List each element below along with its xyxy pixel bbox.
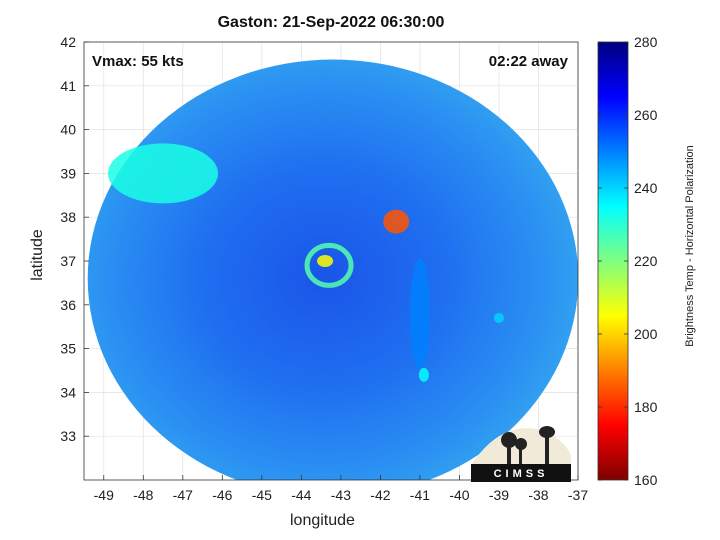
x-tick-label: -42 xyxy=(370,487,390,503)
y-tick-label: 35 xyxy=(60,341,76,357)
x-tick-label: -45 xyxy=(252,487,272,503)
colorbar-ticks: 160 180 200 220 240 260 280 xyxy=(598,34,658,488)
x-tick-label: -49 xyxy=(94,487,114,503)
colorbar-tick-label: 280 xyxy=(634,34,658,50)
x-ticks: -49 -48 -47 -46 -45 -44 -43 -42 -41 -40 -39 -38 -37 xyxy=(94,475,588,503)
y-tick-label: 37 xyxy=(60,253,76,269)
colorbar xyxy=(597,41,629,481)
y-tick-label: 36 xyxy=(60,297,76,313)
x-tick-label: -38 xyxy=(528,487,548,503)
x-tick-label: -47 xyxy=(173,487,193,503)
x-axis-label: longitude xyxy=(290,512,355,529)
northwest-warm-region xyxy=(108,143,219,204)
x-tick-label: -37 xyxy=(568,487,588,503)
x-tick-label: -48 xyxy=(133,487,153,503)
northeast-convection xyxy=(383,209,410,234)
storm-center xyxy=(317,255,334,267)
y-tick-label: 39 xyxy=(60,165,76,181)
y-tick-label: 33 xyxy=(60,428,76,444)
y-tick-label: 38 xyxy=(60,209,76,225)
x-tick-label: -41 xyxy=(410,487,430,503)
colorbar-tick-label: 240 xyxy=(634,180,658,196)
eye-ring xyxy=(304,242,354,288)
x-tick-label: -46 xyxy=(212,487,232,503)
spiral-band xyxy=(409,258,430,369)
vmax-label: Vmax: 55 kts xyxy=(92,53,184,70)
y-tick-label: 41 xyxy=(60,78,76,94)
colorbar-tick-label: 160 xyxy=(634,472,658,488)
y-ticks: 33 34 35 36 37 38 39 40 41 42 xyxy=(60,34,89,444)
colorbar-label: Brightness Temp - Horizontal Polarizatio… xyxy=(684,145,696,347)
time-away-label: 02:22 away xyxy=(488,53,568,70)
southern-cell xyxy=(418,367,429,382)
cimss-logo: CIMSS xyxy=(471,410,571,482)
x-tick-label: -39 xyxy=(489,487,509,503)
colorbar-tick-label: 220 xyxy=(634,253,658,269)
colorbar-tick-label: 260 xyxy=(634,107,658,123)
small-cell-east xyxy=(493,312,504,323)
x-tick-label: -44 xyxy=(291,487,311,503)
colorbar-tick-label: 180 xyxy=(634,399,658,415)
y-tick-label: 34 xyxy=(60,384,76,400)
colorbar-tick-label: 200 xyxy=(634,326,658,342)
y-tick-label: 40 xyxy=(60,122,76,138)
chart-title: Gaston: 21-Sep-2022 06:30:00 xyxy=(217,14,445,31)
x-tick-label: -40 xyxy=(449,487,469,503)
logo-text: CIMSS xyxy=(493,468,549,480)
x-tick-label: -43 xyxy=(331,487,351,503)
y-tick-label: 42 xyxy=(60,34,76,50)
y-axis-label: latitude xyxy=(29,229,46,281)
swath-layer xyxy=(87,59,578,480)
